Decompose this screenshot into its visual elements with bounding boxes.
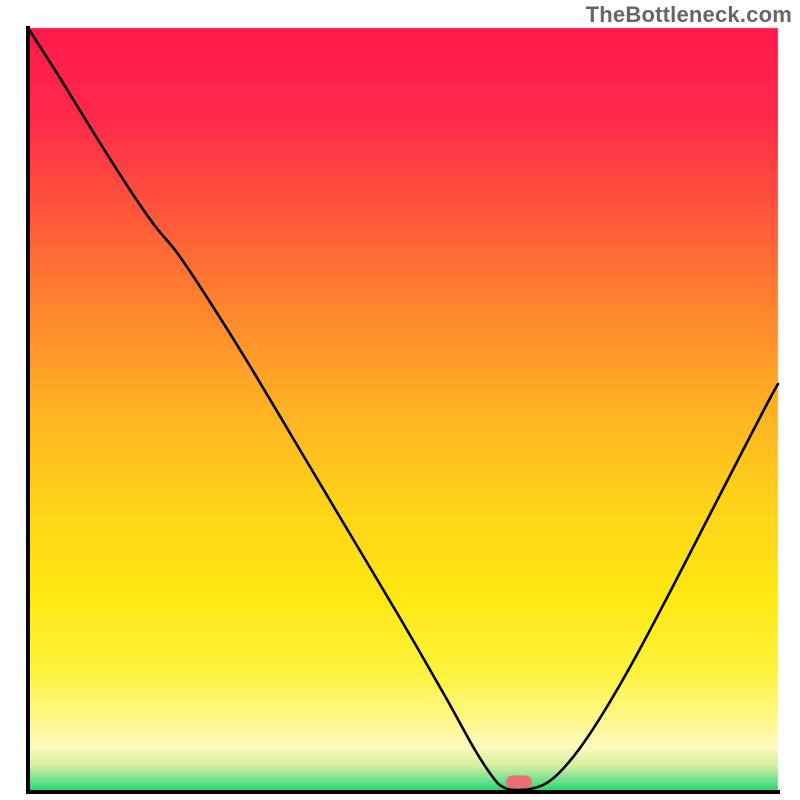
chart-container: TheBottleneck.com (0, 0, 800, 800)
minimum-marker (506, 776, 532, 789)
bottleneck-curve (28, 28, 778, 790)
watermark-text: TheBottleneck.com (586, 2, 792, 28)
chart-svg (0, 0, 800, 800)
